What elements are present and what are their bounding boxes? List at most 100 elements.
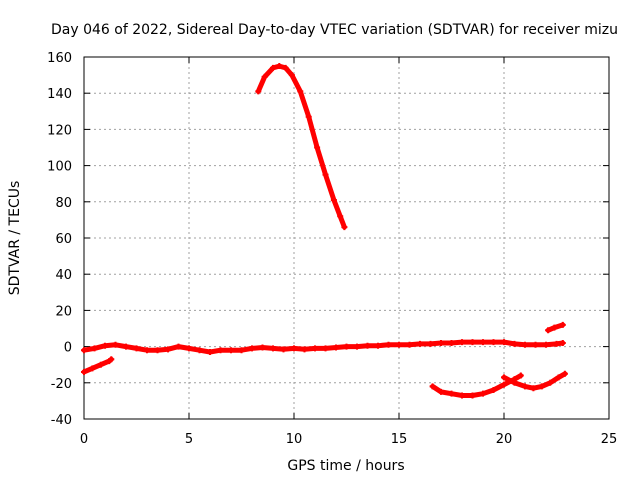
axis-ticks: 0 5 10 15 20 25 -40 -20 0 20 40 60 80 100 120 140 160 [47,51,617,447]
data-point [270,345,276,352]
data-point [396,341,402,348]
data-point [175,343,182,350]
y-tick-label: 0 [64,341,72,356]
data-point [186,345,192,352]
data-point [438,339,444,346]
data-point [112,341,119,348]
data-point [545,327,552,334]
data-point [417,340,423,347]
x-tick-label: 5 [185,432,193,447]
data-point [559,339,566,346]
y-tick-label: 120 [47,123,72,138]
data-point [322,171,329,178]
data-point [375,342,381,349]
x-tick-label: 25 [601,432,618,447]
grid [84,57,609,419]
data-point [165,346,171,353]
series-line-large-peak [255,63,347,230]
data-point [91,345,98,352]
data-point [480,390,486,397]
data-series [81,63,568,399]
data-point [133,345,140,352]
y-tick-label: 60 [55,232,72,247]
data-point [511,340,518,347]
data-point [551,324,558,331]
data-point [438,388,444,395]
data-point [490,387,497,394]
y-tick-label: 20 [55,304,72,319]
data-point [385,341,392,348]
data-point [553,340,560,347]
data-point [448,339,455,346]
data-point [207,349,213,356]
data-point [561,370,568,377]
data-point [501,339,507,346]
data-point [81,368,87,375]
data-point [559,321,566,328]
y-tick-label: -40 [51,413,72,428]
y-tick-label: 100 [47,160,72,175]
data-point [196,347,203,354]
data-point [532,341,539,348]
data-point [322,345,329,352]
y-tick-label: 160 [47,51,72,66]
x-tick-label: 20 [496,432,513,447]
data-point [97,361,104,368]
data-point [255,88,262,95]
data-point [354,343,360,350]
y-tick-label: -20 [51,377,72,392]
data-point [429,383,436,390]
data-point [217,347,224,354]
data-point [297,88,304,95]
data-point [301,346,308,353]
series-line-late-dip [501,371,568,391]
data-point [364,342,371,349]
data-point [427,340,434,347]
data-point [538,383,545,390]
data-point [469,392,476,399]
data-point [259,344,266,351]
x-tick-label: 0 [80,432,88,447]
data-point [490,339,497,346]
data-point [448,390,455,397]
data-point [543,341,549,348]
data-point [480,339,486,346]
data-point [280,346,287,353]
data-point [555,374,562,381]
data-point [343,343,350,350]
data-point [511,379,518,386]
data-point [501,381,507,388]
data-point [337,213,344,220]
y-axis-label: SDTVAR / TECUs [7,181,23,296]
data-point [314,144,321,151]
data-point [517,372,524,379]
data-point [276,63,283,70]
data-point [270,64,276,71]
data-point [459,339,465,346]
chart-title: Day 046 of 2022, Sidereal Day-to-day VTE… [51,22,618,38]
data-point [81,347,87,354]
data-point [330,196,337,203]
data-point [459,392,465,399]
data-point [123,343,129,350]
data-point [522,383,528,390]
y-tick-label: 80 [55,196,72,211]
data-point [312,345,318,352]
data-point [154,347,161,354]
data-point [530,385,537,392]
data-point [228,347,234,354]
data-point [341,224,348,231]
data-point [501,374,507,381]
data-point [288,72,295,79]
data-point [108,356,115,363]
data-point [522,341,528,348]
y-tick-label: 140 [47,87,72,102]
x-tick-label: 10 [286,432,303,447]
data-point [238,347,245,354]
data-point [333,344,339,351]
data-point [144,347,150,354]
data-point [282,64,289,71]
data-point [291,345,297,352]
data-point [89,365,96,372]
